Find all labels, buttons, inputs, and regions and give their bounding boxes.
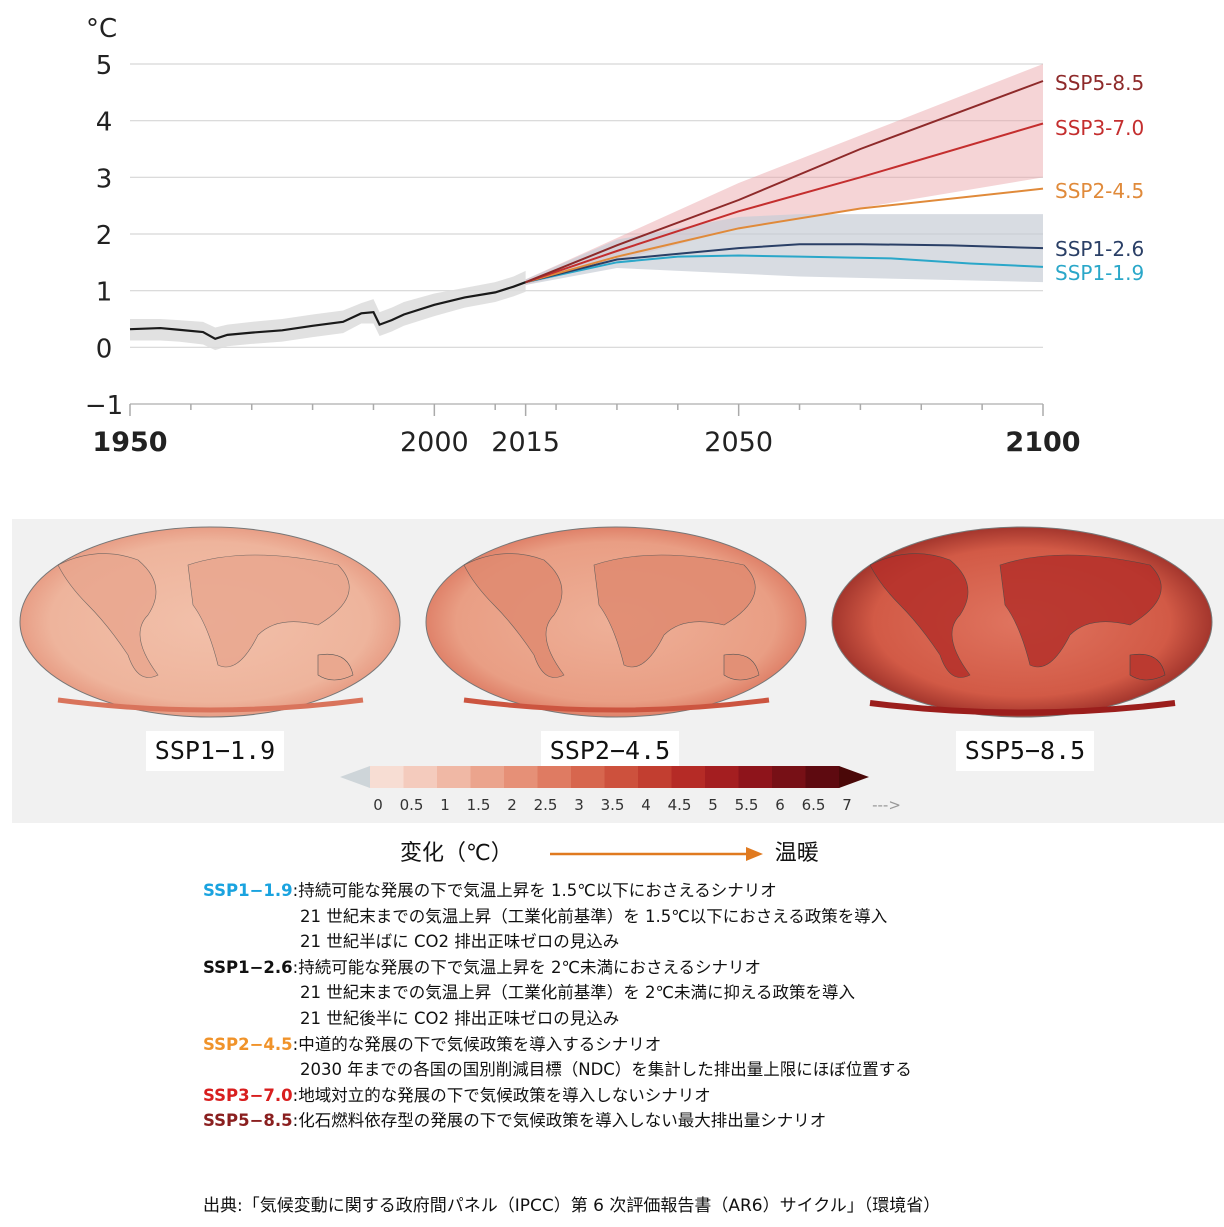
x-tick-label: 1950: [92, 427, 167, 458]
colorbar-tick: 3.5: [600, 796, 625, 814]
map-ssp1-1-9: [19, 526, 401, 718]
y-tick-label: 1: [96, 278, 113, 308]
legend-line: 2030 年までの各国の国別削減目標（NDC）を集計した排出量上限にほぼ位置する: [300, 1060, 912, 1080]
warming-label: 温暖: [774, 841, 819, 866]
colorbar-segment: [403, 766, 438, 788]
series-label-ssp1-1-9: SSP1-1.9: [1055, 261, 1144, 285]
colorbar-segment: [772, 766, 806, 788]
colorbar-segment: [470, 766, 505, 788]
change-label: 変化（℃）: [400, 841, 513, 866]
map-label-ssp1-1-9: SSP1−1.9: [146, 731, 284, 771]
colorbar-segment: [705, 766, 739, 788]
y-tick-label: 3: [96, 164, 113, 194]
y-tick-label: 0: [96, 334, 113, 364]
colorbar-segment: [504, 766, 538, 788]
colorbar-tick: 6: [775, 796, 785, 814]
series-line-ssp2-4-5: [525, 187, 1044, 284]
colorbar-tick: 1.5: [466, 796, 491, 814]
legend-line: SSP1−2.6:持続可能な発展の下で気温上昇を 2℃未満におさえるシナリオ: [203, 955, 912, 981]
series-label-ssp1-2-6: SSP1-2.6: [1055, 237, 1144, 261]
legend-line: SSP3−7.0:地域対立的な発展の下で気候政策を導入しないシナリオ: [203, 1083, 912, 1109]
series-line-ssp1-1-9: [525, 254, 1044, 284]
legend-line: 21 世紀末までの気温上昇（工業化前基準）を 2℃未満に抑える政策を導入: [300, 983, 856, 1003]
scenario-key: SSP3−7.0: [203, 1085, 293, 1105]
band-ssp1-2-6: [525, 214, 1043, 285]
legend-line: SSP2−4.5:中道的な発展の下で気候政策を導入するシナリオ: [203, 1032, 912, 1058]
x-tick-label: 2015: [491, 427, 560, 458]
temperature-chart: −1 0 1 2 3 4 5 1950 2000 2015 2050 2100 SSP1-1.9SSP1…: [85, 51, 1144, 458]
colorbar-tick: 0: [373, 796, 383, 814]
map-ssp2-4-5: [425, 526, 807, 718]
legend-line: SSP5−8.5:化石燃料依存型の発展の下で気候政策を導入しない最大排出量シナリ…: [203, 1108, 912, 1134]
colorbar-max-triangle: [839, 766, 869, 788]
series-line-ssp1-2-6: [525, 243, 1044, 284]
historical-line: [129, 281, 527, 341]
colorbar-tick: 2.5: [533, 796, 558, 814]
scenario-key: SSP1−2.6: [203, 957, 293, 977]
colorbar-tick: 2: [507, 796, 517, 814]
scenario-legend: SSP1−1.9:持続可能な発展の下で気温上昇を 1.5℃以下におさえるシナリオ…: [203, 878, 912, 1134]
map-label-ssp5-8-5: SSP5−8.5: [956, 731, 1094, 771]
series-label-ssp2-4-5: SSP2-4.5: [1055, 179, 1144, 203]
colorbar-caption: 変化（℃） 温暖: [400, 835, 819, 867]
map-ssp5-8-5: [831, 526, 1213, 718]
colorbar-segment: [604, 766, 639, 788]
y-tick-label: 5: [96, 51, 113, 81]
colorbar-segment: [638, 766, 672, 788]
colorbar-tick: 5: [708, 796, 718, 814]
x-tick-label: 2050: [704, 427, 773, 458]
series-line-ssp5-8-5: [525, 80, 1044, 284]
colorbar-tick: 5.5: [734, 796, 759, 814]
historical-band: [130, 270, 526, 351]
colorbar-segment: [437, 766, 471, 788]
y-axis-unit: °C: [86, 14, 118, 44]
x-tick-label: 2100: [1005, 427, 1080, 458]
map-label-ssp2-4-5: SSP2−4.5: [541, 731, 679, 771]
colorbar-tick: 4: [641, 796, 651, 814]
colorbar-segment: [370, 766, 404, 788]
y-tick-label: 2: [96, 221, 113, 251]
colorbar-segment: [671, 766, 706, 788]
series-label-ssp3-7-0: SSP3-7.0: [1055, 116, 1144, 140]
series-line-ssp3-7-0: [525, 122, 1044, 284]
scenario-description: :持続可能な発展の下で気温上昇を 1.5℃以下におさえるシナリオ: [292, 881, 777, 900]
scenario-key: SSP1−1.9: [203, 881, 293, 900]
colorbar-tick: 1: [440, 796, 450, 814]
series-label-ssp5-8-5: SSP5-8.5: [1055, 71, 1144, 95]
legend-line: 21 世紀半ばに CO2 排出正味ゼロの見込み: [300, 932, 620, 952]
colorbar-tick: --->: [872, 796, 901, 814]
legend-line: 21 世紀末までの気温上昇（工業化前基準）を 1.5℃以下におさえる政策を導入: [300, 906, 888, 926]
colorbar-segment: [805, 766, 840, 788]
y-tick-label: 4: [96, 108, 113, 138]
scenario-description: :持続可能な発展の下で気温上昇を 2℃未満におさえるシナリオ: [292, 957, 761, 977]
scenario-description: :中道的な発展の下で気候政策を導入するシナリオ: [292, 1034, 662, 1054]
colorbar-segment: [537, 766, 572, 788]
colorbar-tick: 0.5: [399, 796, 424, 814]
legend-line: 21 世紀後半に CO2 排出正味ゼロの見込み: [300, 1008, 620, 1028]
legend-line: SSP1−1.9:持続可能な発展の下で気温上昇を 1.5℃以下におさえるシナリオ: [203, 878, 912, 904]
x-tick-label: 2000: [400, 427, 469, 458]
colorbar-segment: [571, 766, 605, 788]
colorbar-tick: 6.5: [801, 796, 826, 814]
colorbar-min-triangle: [340, 766, 370, 788]
scenario-key: SSP5−8.5: [203, 1111, 293, 1131]
scenario-key: SSP2−4.5: [203, 1034, 293, 1054]
warming-arrow-icon: [549, 847, 763, 861]
scenario-description: :地域対立的な発展の下で気候政策を導入しないシナリオ: [292, 1085, 711, 1105]
source-citation: 出典:「気候変動に関する政府間パネル（IPCC）第 6 次評価報告書（AR6）サ…: [203, 1196, 941, 1216]
colorbar-tick: 7: [842, 796, 852, 814]
band-ssp5-8-5: [525, 64, 1043, 285]
colorbar-segment: [738, 766, 773, 788]
colorbar-tick: 3: [574, 796, 584, 814]
y-tick-label: −1: [85, 391, 123, 421]
colorbar-tick: 4.5: [667, 796, 692, 814]
scenario-description: :化石燃料依存型の発展の下で気候政策を導入しない最大排出量シナリオ: [292, 1111, 827, 1131]
colorbar: [340, 766, 869, 788]
